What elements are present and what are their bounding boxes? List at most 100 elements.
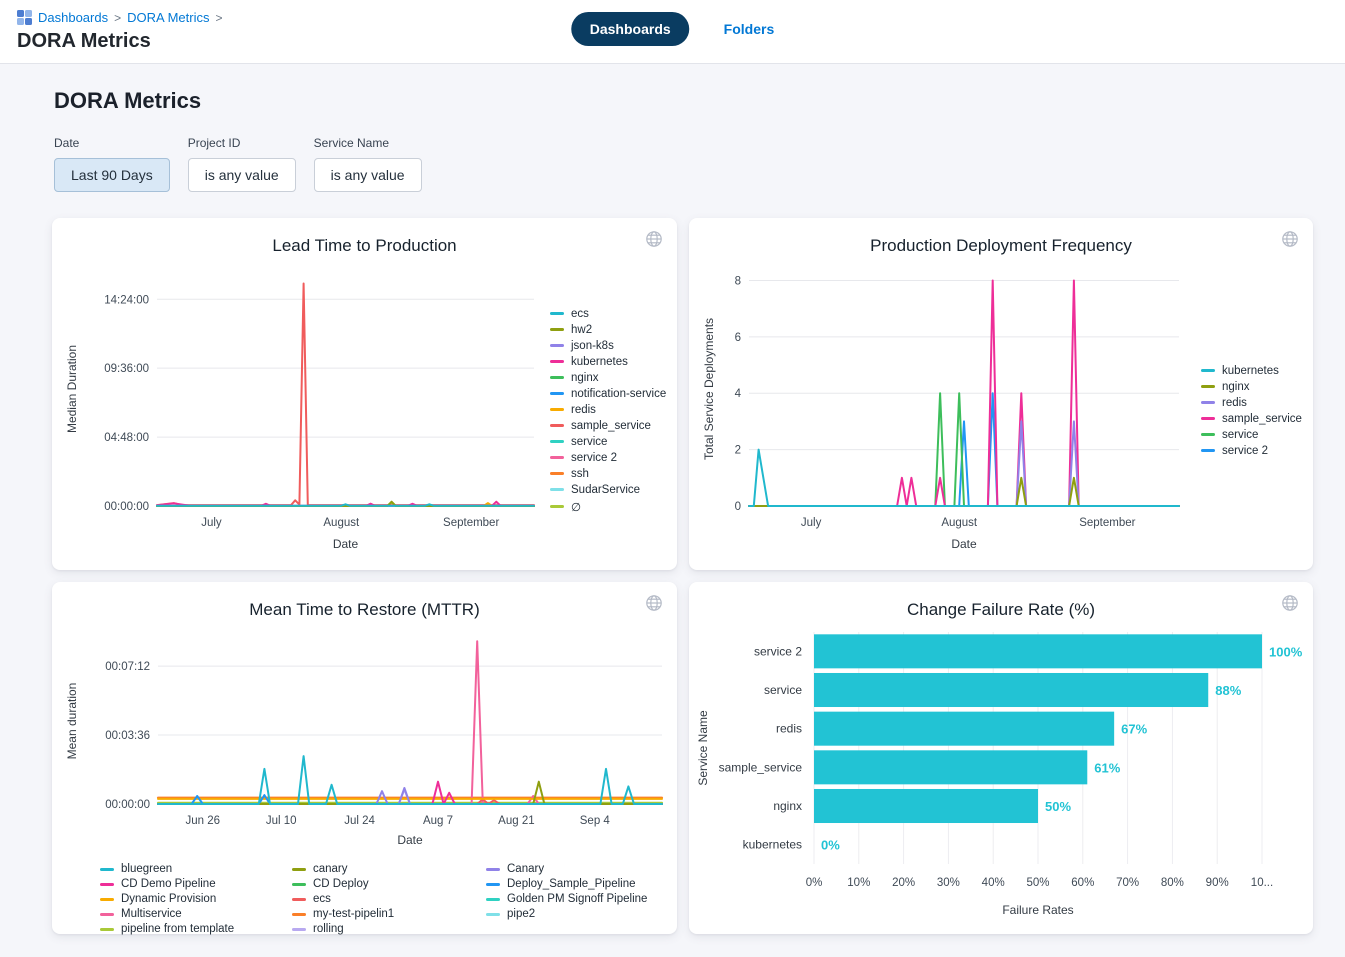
svg-text:September: September <box>443 517 499 529</box>
legend-item-kubernetes[interactable]: kubernetes <box>550 356 666 368</box>
globe-icon[interactable] <box>645 594 663 612</box>
svg-text:6: 6 <box>735 332 741 344</box>
legend-item-Multiservice[interactable]: Multiservice <box>100 908 288 920</box>
legend-label: SudarService <box>571 483 641 496</box>
legend-item-sample_service[interactable]: sample_service <box>550 420 666 432</box>
svg-text:80%: 80% <box>1161 877 1184 889</box>
tab-dashboards[interactable]: Dashboards <box>570 12 690 46</box>
legend-swatch-icon <box>1201 417 1215 420</box>
bar-redis <box>814 711 1115 746</box>
legend-item-Dynamic Provision[interactable]: Dynamic Provision <box>100 893 288 905</box>
legend-swatch-icon <box>550 505 564 508</box>
legend-item-sample_service[interactable]: sample_service <box>1201 413 1302 425</box>
legend-swatch-icon <box>550 392 564 395</box>
legend-label: bluegreen <box>121 863 173 875</box>
svg-text:July: July <box>201 517 222 529</box>
bar-value-label: 88% <box>1215 683 1241 698</box>
legend-item-CD Demo Pipeline[interactable]: CD Demo Pipeline <box>100 878 288 890</box>
svg-text:Failure Rates: Failure Rates <box>1002 903 1073 917</box>
svg-text:60%: 60% <box>1071 877 1094 889</box>
breadcrumb: Dashboards > DORA Metrics > <box>17 10 1329 25</box>
legend-item-service[interactable]: service <box>1201 429 1302 441</box>
legend-item-kubernetes[interactable]: kubernetes <box>1201 365 1302 377</box>
legend-swatch-icon <box>100 867 114 871</box>
page-title: DORA Metrics <box>54 88 202 113</box>
legend-swatch-icon <box>486 867 500 871</box>
breadcrumb-separator: > <box>114 10 122 25</box>
globe-icon[interactable] <box>1281 230 1299 248</box>
legend-item-redis[interactable]: redis <box>1201 397 1302 409</box>
legend-swatch-icon <box>486 882 500 886</box>
svg-text:2: 2 <box>735 445 741 457</box>
svg-text:70%: 70% <box>1116 877 1139 889</box>
svg-text:August: August <box>941 517 978 529</box>
legend-item-Golden PM Signoff Pipeline[interactable]: Golden PM Signoff Pipeline <box>486 893 667 905</box>
legend-item-nginx[interactable]: nginx <box>550 372 666 384</box>
legend-item-service 2[interactable]: service 2 <box>1201 445 1302 457</box>
legend-item-pipeline from template[interactable]: pipeline from template <box>100 923 288 935</box>
series-line-Canary <box>157 787 663 805</box>
svg-text:09:36:00: 09:36:00 <box>104 363 149 375</box>
breadcrumb-link-dashboards[interactable]: Dashboards <box>38 10 109 25</box>
legend-item-∅[interactable]: ∅ <box>550 500 666 514</box>
legend-item-bluegreen[interactable]: bluegreen <box>100 863 288 875</box>
legend-label: redis <box>1222 396 1247 409</box>
bar-value-label: 0% <box>821 838 840 853</box>
legend-item-rolling[interactable]: rolling <box>292 923 482 935</box>
legend-item-notification-service[interactable]: notification-service <box>550 388 666 400</box>
series-line-kubernetes <box>748 448 1180 507</box>
legend-item-pipe2[interactable]: pipe2 <box>486 908 667 920</box>
filter-project-id-button[interactable]: is any value <box>187 158 296 192</box>
legend-item-json-k8s[interactable]: json-k8s <box>550 340 666 352</box>
svg-text:0: 0 <box>735 501 741 513</box>
legend-item-CD Deploy[interactable]: CD Deploy <box>292 878 482 890</box>
series-line-sample_service <box>156 282 535 507</box>
series-line-bluegreen <box>157 755 663 805</box>
bar-value-label: 67% <box>1121 722 1147 737</box>
legend-label: notification-service <box>571 387 667 400</box>
legend-item-service[interactable]: service <box>550 436 666 448</box>
legend-item-Canary[interactable]: Canary <box>486 863 667 875</box>
breadcrumb-link-dora-metrics[interactable]: DORA Metrics <box>127 10 210 25</box>
svg-text:40%: 40% <box>982 877 1005 889</box>
globe-icon[interactable] <box>1281 594 1299 612</box>
legend-swatch-icon <box>292 897 306 901</box>
mttr-chart: 00:00:00 00:03:36 00:07:12 Jun 26 Jul 10 Jul … <box>62 622 667 859</box>
legend-item-my-test-pipelin1[interactable]: my-test-pipelin1 <box>292 908 482 920</box>
legend-item-ecs[interactable]: ecs <box>550 308 666 320</box>
chart-title: Change Failure Rate (%) <box>906 600 1096 619</box>
legend-item-SudarService[interactable]: SudarService <box>550 484 666 496</box>
svg-text:14:24:00: 14:24:00 <box>104 294 149 306</box>
legend-item-service 2[interactable]: service 2 <box>550 452 666 464</box>
legend-label: ecs <box>571 307 589 320</box>
legend-label: service <box>1222 428 1259 441</box>
svg-text:00:00:00: 00:00:00 <box>104 501 149 513</box>
legend-label: pipeline from template <box>121 923 235 935</box>
legend-swatch-icon <box>292 867 306 871</box>
svg-text:30%: 30% <box>937 877 960 889</box>
legend-item-nginx[interactable]: nginx <box>1201 381 1302 393</box>
legend-label: ecs <box>313 893 331 905</box>
legend-item-redis[interactable]: redis <box>550 404 666 416</box>
globe-icon[interactable] <box>645 230 663 248</box>
legend-swatch-icon <box>550 312 564 315</box>
svg-text:service: service <box>764 683 802 697</box>
filter-service-name: Service Name is any value <box>313 136 422 192</box>
bar-service 2 <box>814 634 1262 669</box>
legend-swatch-icon <box>1201 385 1215 388</box>
svg-text:50%: 50% <box>1026 877 1049 889</box>
svg-text:10%: 10% <box>847 877 870 889</box>
legend-item-ecs[interactable]: ecs <box>292 893 482 905</box>
legend-item-Deploy_Sample_Pipeline[interactable]: Deploy_Sample_Pipeline <box>486 878 667 890</box>
legend-item-canary[interactable]: canary <box>292 863 482 875</box>
legend-swatch-icon <box>550 440 564 443</box>
filter-label-project-id: Project ID <box>187 136 241 150</box>
legend-item-ssh[interactable]: ssh <box>550 468 666 480</box>
filter-service-name-button[interactable]: is any value <box>313 158 422 192</box>
legend-label: Multiservice <box>121 908 182 920</box>
legend-label: nginx <box>1222 380 1250 393</box>
legend-item-hw2[interactable]: hw2 <box>550 324 666 336</box>
tab-folders[interactable]: Folders <box>723 21 775 37</box>
filter-date-button[interactable]: Last 90 Days <box>54 158 170 192</box>
